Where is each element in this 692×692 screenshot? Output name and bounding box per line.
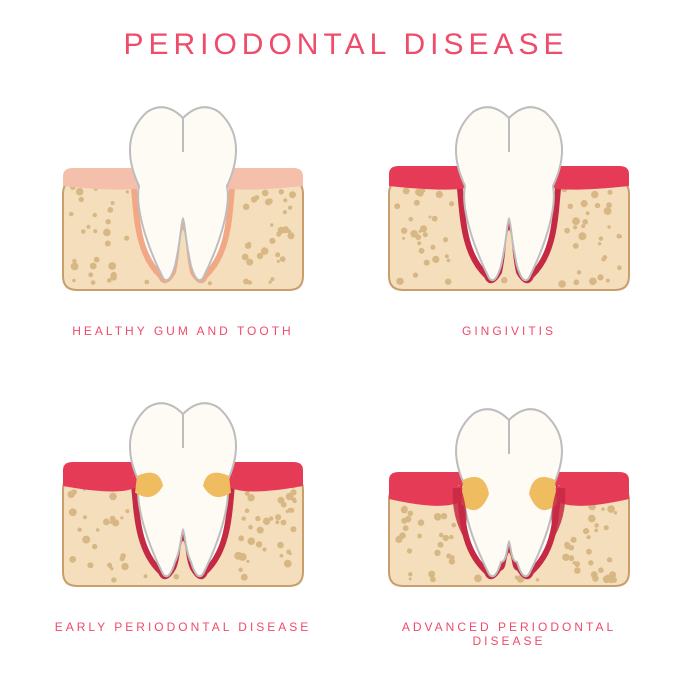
- svg-early: [53, 386, 313, 606]
- page-title: PERIODONTAL DISEASE: [0, 28, 692, 62]
- figure-advanced: [379, 386, 639, 606]
- figure-early: [53, 386, 313, 606]
- panel-advanced: ADVANCED PERIODONTAL DISEASE: [366, 386, 652, 672]
- svg-healthy: [53, 90, 313, 310]
- caption-advanced: ADVANCED PERIODONTAL DISEASE: [366, 620, 652, 648]
- figure-gingivitis: [379, 90, 639, 310]
- figure-healthy: [53, 90, 313, 310]
- caption-healthy: HEALTHY GUM AND TOOTH: [72, 324, 293, 338]
- svg-gingivitis: [379, 90, 639, 310]
- panel-gingivitis: GINGIVITIS: [366, 90, 652, 376]
- panel-early: EARLY PERIODONTAL DISEASE: [40, 386, 326, 672]
- caption-gingivitis: GINGIVITIS: [462, 324, 556, 338]
- svg-advanced: [379, 386, 639, 606]
- panel-grid: HEALTHY GUM AND TOOTH GINGIVITIS: [40, 90, 652, 672]
- panel-healthy: HEALTHY GUM AND TOOTH: [40, 90, 326, 376]
- caption-early: EARLY PERIODONTAL DISEASE: [55, 620, 312, 634]
